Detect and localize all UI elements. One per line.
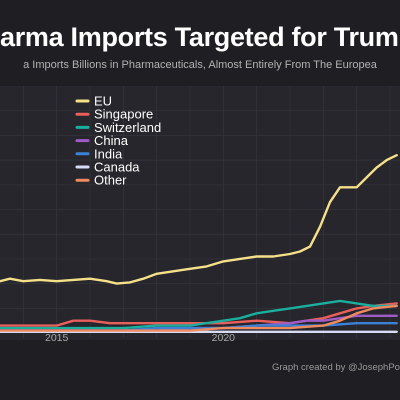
x-tick-label: 2015 [45, 332, 69, 344]
legend-label: EU [94, 94, 112, 109]
x-axis-ticks: 2015 2020 [45, 332, 235, 344]
series-line-eu [0, 153, 398, 285]
credit-text: Graph created by @JosephPolita [272, 362, 400, 373]
chart-title: arma Imports Targeted for Trump [0, 22, 400, 52]
series-lines [0, 153, 398, 333]
legend-label: Switzerland [94, 120, 161, 135]
legend-label: Canada [94, 160, 140, 175]
grid [0, 86, 400, 338]
series-line-other [0, 304, 398, 332]
legend-label: India [94, 146, 123, 161]
chart-subtitle: a Imports Billions in Pharmaceuticals, A… [23, 59, 377, 71]
series-line-switzerland [0, 299, 398, 330]
legend-label: Other [94, 173, 127, 188]
legend-label: China [94, 133, 129, 148]
legend-label: Singapore [94, 107, 153, 122]
x-tick-label: 2020 [212, 332, 236, 344]
legend: EUSingaporeSwitzerlandChinaIndiaCanadaOt… [75, 94, 161, 188]
plot-area [0, 86, 400, 340]
